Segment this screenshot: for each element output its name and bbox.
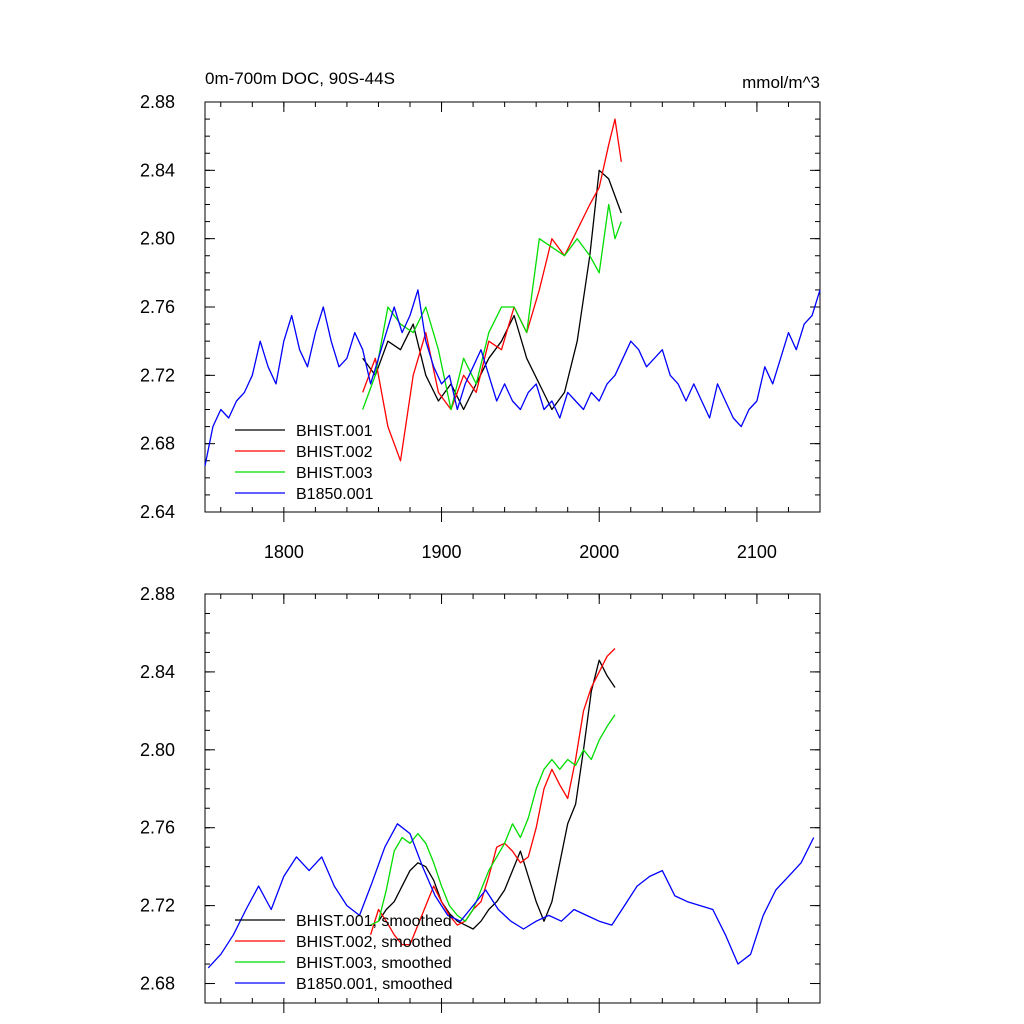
- y-tick-label: 2.88: [140, 584, 175, 604]
- y-tick-label: 2.80: [140, 740, 175, 760]
- series-line-1: [362, 118, 622, 462]
- y-tick-label: 2.88: [140, 92, 175, 112]
- legend-label: BHIST.003, smoothed: [296, 955, 452, 972]
- series-line-2: [370, 714, 616, 926]
- series-line-3: [204, 289, 821, 467]
- y-tick-label: 2.84: [140, 160, 175, 180]
- y-tick-label: 2.72: [140, 896, 175, 916]
- plot-frame: [204, 593, 821, 1004]
- legend-label: BHIST.001: [296, 423, 373, 440]
- x-tick-label: 2100: [737, 542, 777, 562]
- series-line-2: [362, 203, 622, 411]
- y-tick-label: 2.76: [140, 297, 175, 317]
- series-line-1: [369, 648, 616, 946]
- y-tick-label: 2.68: [140, 974, 175, 994]
- y-tick-label: 2.84: [140, 662, 175, 682]
- series-line-3: [207, 823, 815, 969]
- chart-title: 0m-700m DOC, 90S-44S: [205, 69, 395, 88]
- chart-units: mmol/m^3: [742, 73, 820, 92]
- x-tick-label: 1900: [422, 542, 462, 562]
- series-line-0: [377, 659, 616, 930]
- chart-panel-bottom: 2.68 2.72 2.76 2.80 2.84 2.88 BHIST.001, smoot…: [140, 584, 821, 1013]
- legend-label: BHIST.003: [296, 465, 373, 482]
- legend-label: BHIST.001, smoothed: [296, 913, 452, 930]
- x-tick-label: 2000: [579, 542, 619, 562]
- y-tick-label: 2.80: [140, 229, 175, 249]
- legend-label: B1850.001: [296, 486, 374, 503]
- y-tick-label: 2.64: [140, 502, 175, 522]
- series-line-0: [362, 169, 622, 411]
- legend-label: BHIST.002, smoothed: [296, 934, 452, 951]
- legend-label: BHIST.002: [296, 444, 373, 461]
- chart-panel-top: 0m-700m DOC, 90S-44S mmol/m^3 2.64 2.68 2.…: [140, 69, 821, 562]
- y-tick-label: 2.72: [140, 365, 175, 385]
- x-tick-label: 1800: [264, 542, 304, 562]
- legend-label: B1850.001, smoothed: [296, 976, 453, 993]
- y-tick-label: 2.68: [140, 434, 175, 454]
- y-tick-label: 2.76: [140, 818, 175, 838]
